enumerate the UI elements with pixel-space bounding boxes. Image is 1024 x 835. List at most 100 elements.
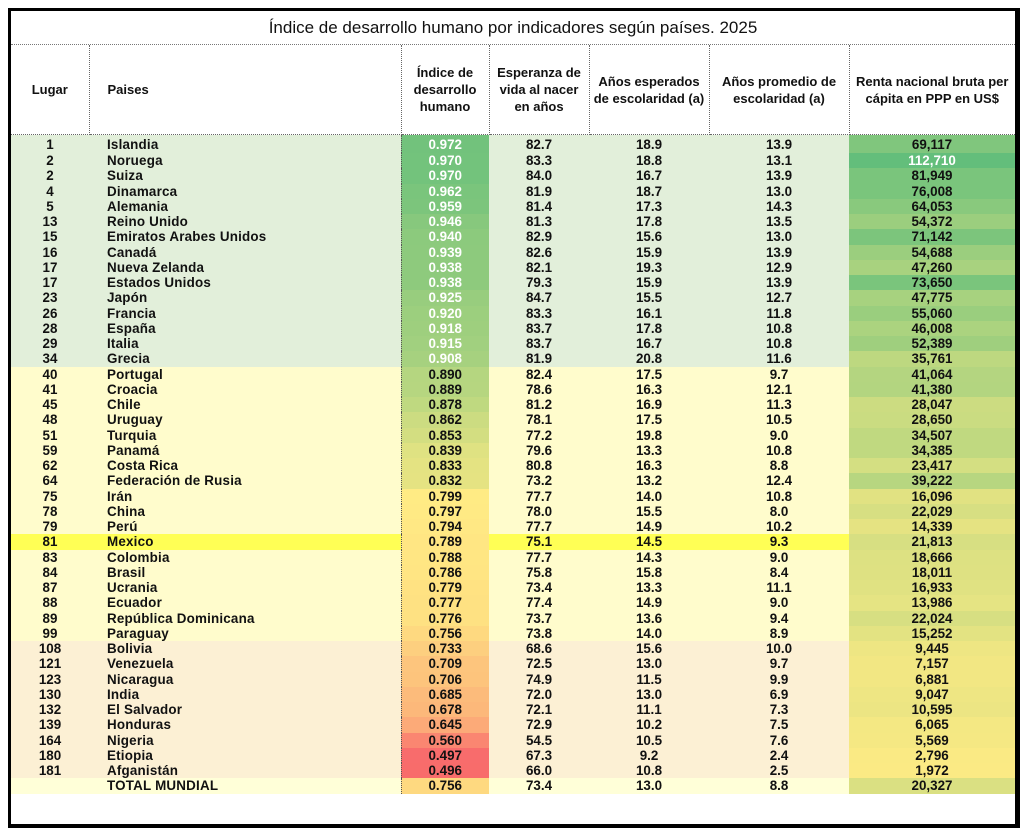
cell-esperados: 15.6 bbox=[589, 641, 709, 657]
cell-esperados: 18.9 bbox=[589, 134, 709, 153]
cell-renta: 41,064 bbox=[849, 366, 1015, 382]
cell-esperados: 15.9 bbox=[589, 244, 709, 260]
header-row: Lugar Paises Índice de desarrollo humano… bbox=[11, 45, 1015, 135]
header-esperanza: Esperanza de vida al nacer en años bbox=[489, 45, 590, 135]
cell-renta: 13,986 bbox=[849, 595, 1015, 611]
cell-esperados: 17.5 bbox=[589, 412, 709, 428]
cell-idh: 0.862 bbox=[400, 412, 489, 428]
cell-esperanza: 73.2 bbox=[489, 473, 589, 489]
table-row: 108 Bolivia 0.733 68.6 15.6 10.0 9,445 bbox=[11, 641, 1015, 657]
header-anos-promedio: Años promedio de escolaridad (a) bbox=[709, 45, 850, 135]
cell-lugar: 16 bbox=[11, 244, 89, 260]
cell-idh: 0.940 bbox=[400, 229, 489, 245]
cell-esperanza: 54.5 bbox=[489, 732, 589, 748]
cell-promedio: 13.9 bbox=[709, 244, 849, 260]
cell-promedio: 13.9 bbox=[709, 168, 849, 184]
cell-esperados: 16.3 bbox=[589, 381, 709, 397]
table-row: 45 Chile 0.878 81.2 16.9 11.3 28,047 bbox=[11, 397, 1015, 413]
cell-lugar: 4 bbox=[11, 183, 89, 199]
table-row: 121 Venezuela 0.709 72.5 13.0 9.7 7,157 bbox=[11, 656, 1015, 672]
cell-esperanza: 72.5 bbox=[489, 656, 589, 672]
table-row: 99 Paraguay 0.756 73.8 14.0 8.9 15,252 bbox=[11, 625, 1015, 641]
cell-pais: Estados Unidos bbox=[89, 275, 401, 291]
cell-renta: 23,417 bbox=[849, 458, 1015, 474]
table-row: 64 Federación de Rusia 0.832 73.2 13.2 12.4 39… bbox=[11, 473, 1015, 489]
cell-idh: 0.779 bbox=[400, 580, 489, 596]
cell-idh: 0.889 bbox=[400, 381, 489, 397]
cell-renta: 81,949 bbox=[849, 168, 1015, 184]
cell-esperados: 16.7 bbox=[589, 168, 709, 184]
cell-renta: 2,796 bbox=[849, 747, 1015, 763]
table-row: 59 Panamá 0.839 79.6 13.3 10.8 34,385 bbox=[11, 442, 1015, 458]
cell-pais: Honduras bbox=[89, 717, 401, 733]
cell-esperados: 18.8 bbox=[589, 153, 709, 169]
cell-idh: 0.799 bbox=[400, 488, 489, 504]
cell-pais: Grecia bbox=[89, 351, 401, 367]
cell-pais: Perú bbox=[89, 519, 401, 535]
cell-idh: 0.970 bbox=[400, 168, 489, 184]
cell-esperanza: 83.3 bbox=[489, 153, 589, 169]
cell-esperados: 13.0 bbox=[589, 656, 709, 672]
cell-esperados: 10.2 bbox=[589, 717, 709, 733]
header-anos-esperados: Años esperados de escolaridad (a) bbox=[589, 45, 710, 135]
cell-promedio: 9.0 bbox=[709, 427, 849, 443]
cell-pais: Uruguay bbox=[89, 412, 401, 428]
header-idh: Índice de desarrollo humano bbox=[401, 45, 490, 135]
cell-lugar: 5 bbox=[11, 198, 89, 214]
cell-esperados: 16.7 bbox=[589, 336, 709, 352]
cell-promedio: 12.9 bbox=[709, 259, 849, 275]
cell-lugar: 34 bbox=[11, 351, 89, 367]
cell-esperados: 14.5 bbox=[589, 534, 709, 550]
table-row: 132 El Salvador 0.678 72.1 11.1 7.3 10,595 bbox=[11, 702, 1015, 718]
cell-renta: 10,595 bbox=[849, 702, 1015, 718]
cell-esperanza: 79.3 bbox=[489, 275, 589, 291]
table-row: 17 Estados Unidos 0.938 79.3 15.9 13.9 73,650 bbox=[11, 275, 1015, 291]
cell-lugar: 84 bbox=[11, 564, 89, 580]
cell-promedio: 11.6 bbox=[709, 351, 849, 367]
cell-promedio: 9.3 bbox=[709, 534, 849, 550]
cell-idh: 0.946 bbox=[400, 214, 489, 230]
cell-renta: 6,065 bbox=[849, 717, 1015, 733]
cell-promedio: 12.1 bbox=[709, 381, 849, 397]
cell-idh: 0.777 bbox=[400, 595, 489, 611]
cell-renta: 15,252 bbox=[849, 625, 1015, 641]
cell-idh: 0.972 bbox=[400, 134, 489, 153]
cell-esperados: 16.1 bbox=[589, 305, 709, 321]
cell-lugar bbox=[11, 778, 89, 794]
cell-esperanza: 72.1 bbox=[489, 702, 589, 718]
cell-esperanza: 80.8 bbox=[489, 458, 589, 474]
cell-renta: 64,053 bbox=[849, 198, 1015, 214]
cell-pais: China bbox=[89, 503, 401, 519]
cell-renta: 47,775 bbox=[849, 290, 1015, 306]
cell-pais: Brasil bbox=[89, 564, 401, 580]
cell-pais: Turquia bbox=[89, 427, 401, 443]
cell-pais: Nicaragua bbox=[89, 671, 401, 687]
cell-renta: 39,222 bbox=[849, 473, 1015, 489]
cell-esperados: 13.0 bbox=[589, 686, 709, 702]
cell-esperanza: 83.7 bbox=[489, 320, 589, 336]
cell-promedio: 6.9 bbox=[709, 686, 849, 702]
cell-lugar: 139 bbox=[11, 717, 89, 733]
cell-renta: 1,972 bbox=[849, 763, 1015, 779]
cell-lugar: 15 bbox=[11, 229, 89, 245]
cell-lugar: 41 bbox=[11, 381, 89, 397]
cell-esperanza: 81.2 bbox=[489, 397, 589, 413]
cell-lugar: 88 bbox=[11, 595, 89, 611]
table-row: 79 Perú 0.794 77.7 14.9 10.2 14,339 bbox=[11, 519, 1015, 535]
cell-lugar: 28 bbox=[11, 320, 89, 336]
cell-lugar: 26 bbox=[11, 305, 89, 321]
cell-esperados: 14.0 bbox=[589, 625, 709, 641]
cell-idh: 0.706 bbox=[400, 671, 489, 687]
cell-esperanza: 72.9 bbox=[489, 717, 589, 733]
cell-esperados: 14.9 bbox=[589, 595, 709, 611]
cell-esperanza: 73.4 bbox=[489, 580, 589, 596]
cell-renta: 9,047 bbox=[849, 686, 1015, 702]
cell-pais: Noruega bbox=[89, 153, 401, 169]
cell-pais: Etiopia bbox=[89, 747, 401, 763]
cell-pais: Portugal bbox=[89, 366, 401, 382]
cell-idh: 0.970 bbox=[400, 153, 489, 169]
cell-idh: 0.915 bbox=[400, 336, 489, 352]
cell-lugar: 59 bbox=[11, 442, 89, 458]
table-row: 180 Etiopia 0.497 67.3 9.2 2.4 2,796 bbox=[11, 747, 1015, 763]
table-row: 2 Noruega 0.970 83.3 18.8 13.1 112,710 bbox=[11, 153, 1015, 169]
